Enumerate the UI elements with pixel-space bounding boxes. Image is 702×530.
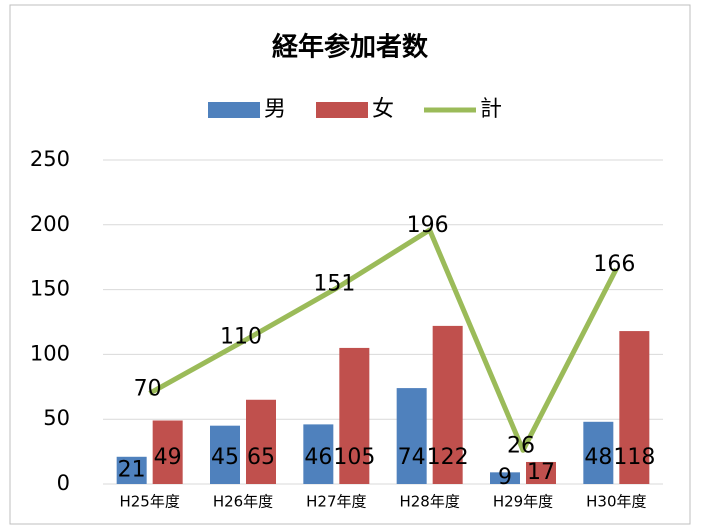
data-label: 74 — [398, 445, 426, 470]
bar — [583, 421, 614, 484]
data-label: 166 — [593, 252, 635, 277]
x-tick-label: H28年度 — [399, 493, 459, 511]
data-label: 49 — [154, 445, 182, 470]
bar — [246, 399, 276, 484]
y-tick-label: 100 — [30, 341, 70, 365]
bar — [490, 472, 520, 484]
legend-swatch — [208, 102, 260, 118]
data-label: 45 — [211, 445, 239, 470]
x-tick-label: H30年度 — [586, 493, 646, 511]
data-label: 48 — [584, 445, 612, 470]
data-label: 21 — [118, 457, 146, 482]
data-label: 70 — [134, 376, 162, 401]
data-label: 26 — [507, 433, 535, 458]
bar — [303, 424, 334, 484]
bar — [619, 331, 650, 484]
data-label: 105 — [333, 445, 375, 470]
y-tick-label: 250 — [30, 147, 70, 171]
y-tick-label: 150 — [30, 277, 70, 301]
data-label: 65 — [247, 445, 275, 470]
data-label: 151 — [313, 271, 355, 296]
bar — [396, 388, 427, 484]
bar — [116, 456, 147, 484]
data-label: 196 — [407, 213, 449, 238]
y-tick-label: 200 — [30, 212, 70, 236]
x-tick-label: H27年度 — [306, 493, 366, 511]
data-label: 46 — [304, 445, 332, 470]
legend-label: 計 — [480, 97, 502, 122]
data-label: 122 — [427, 445, 469, 470]
bar — [152, 420, 183, 484]
data-label: 9 — [498, 465, 512, 490]
bar — [526, 461, 556, 484]
chart-title: 経年参加者数 — [272, 32, 429, 63]
x-tick-label: H29年度 — [493, 493, 553, 511]
legend-label: 女 — [372, 97, 394, 122]
legend-swatch — [316, 102, 368, 118]
y-tick-label: 50 — [43, 406, 70, 430]
line — [148, 227, 619, 453]
data-label: 110 — [220, 324, 262, 349]
y-tick-label: 0 — [57, 471, 70, 495]
data-label: 17 — [527, 460, 555, 485]
x-tick-label: H26年度 — [213, 493, 273, 511]
legend-label: 男 — [264, 97, 286, 122]
bar — [432, 325, 463, 484]
x-tick-label: H25年度 — [119, 493, 179, 511]
bar — [210, 425, 240, 484]
data-label: 118 — [613, 445, 655, 470]
bar — [339, 347, 370, 484]
